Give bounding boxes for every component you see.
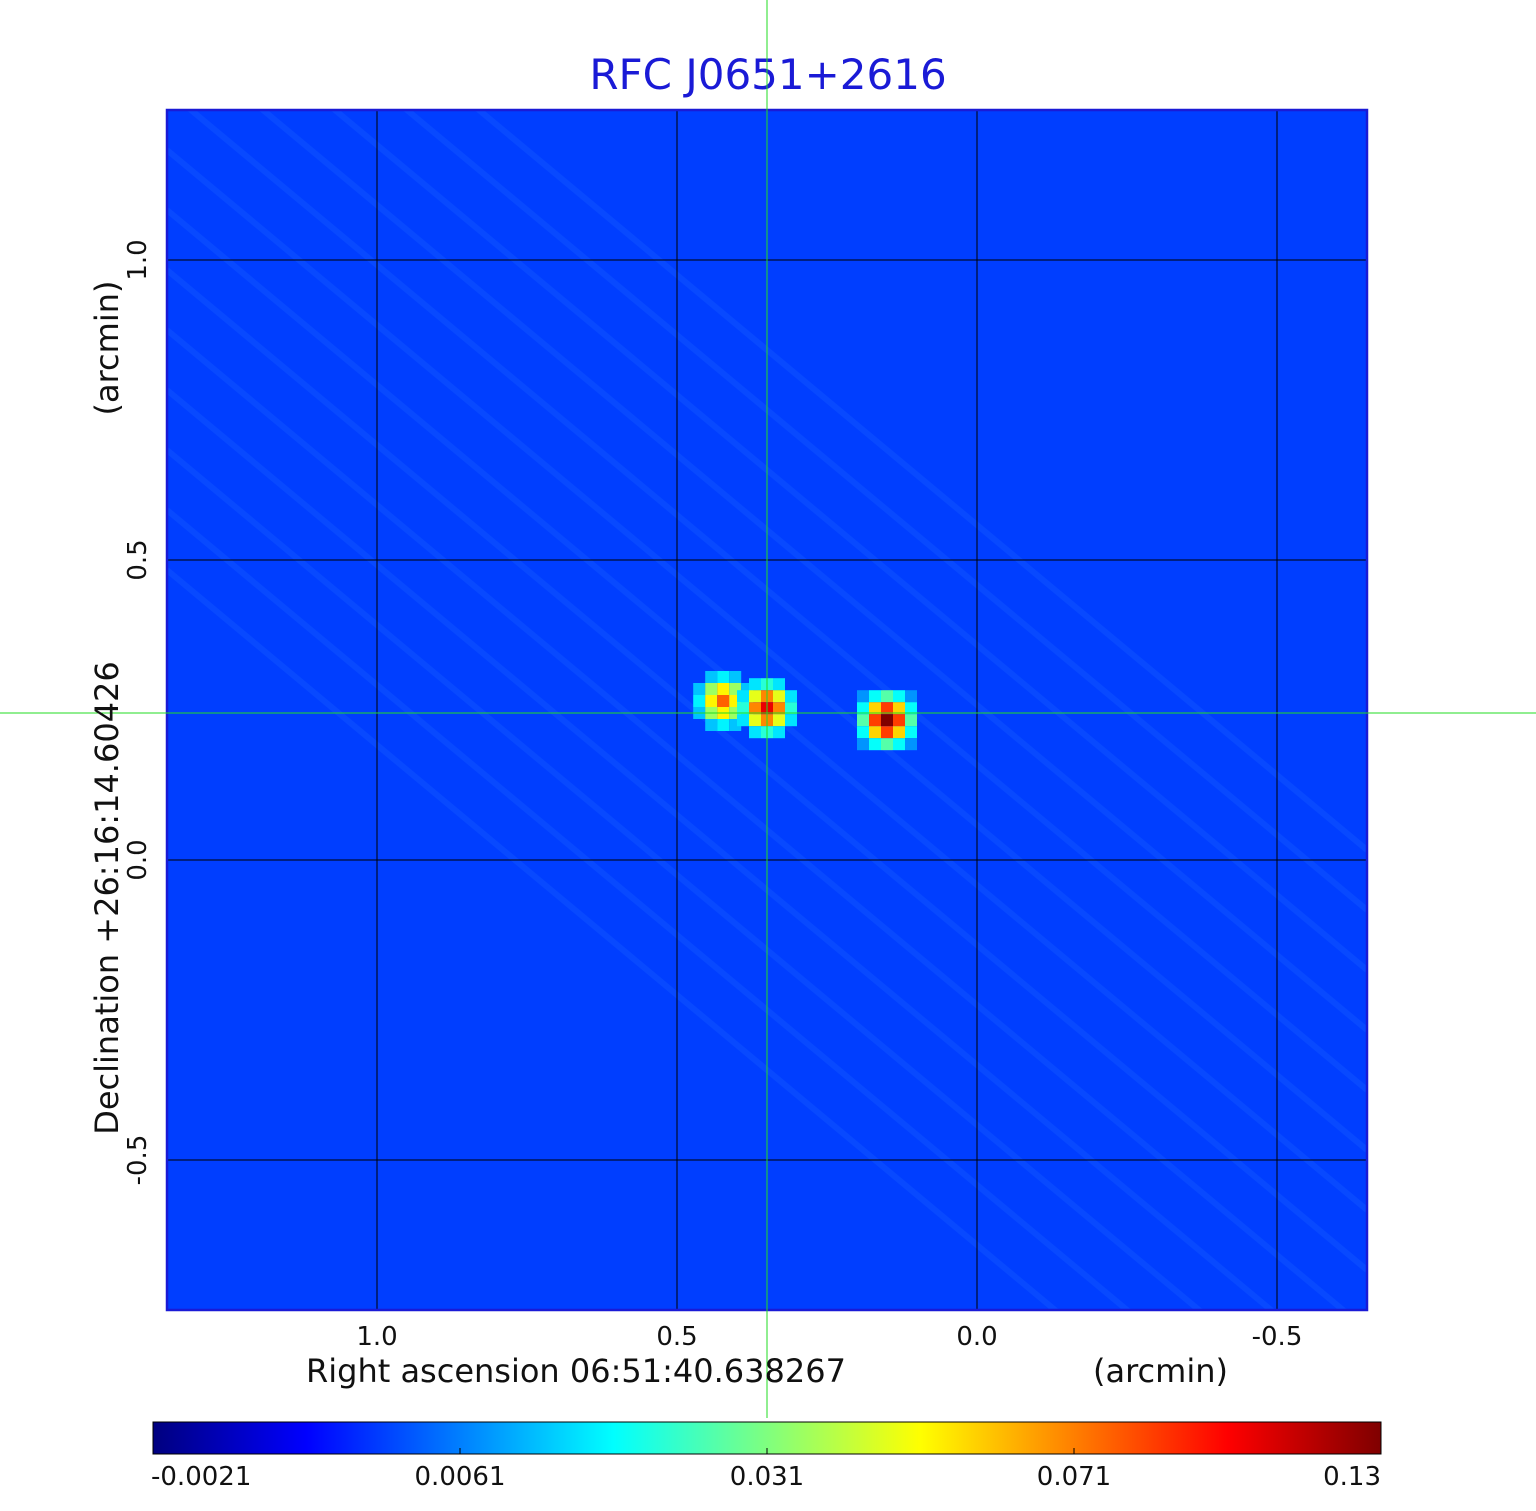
heat-pixel (893, 702, 905, 715)
heat-pixel (881, 690, 893, 703)
colorbar (152, 1421, 1382, 1455)
heat-pixel (705, 683, 718, 695)
heat-pixel (869, 714, 881, 727)
heat-pixel (893, 690, 905, 703)
heat-pixel (905, 726, 917, 739)
y-tick-label: 0.5 (123, 539, 153, 581)
heat-pixel (749, 678, 761, 691)
heat-pixel (857, 702, 869, 715)
heat-pixel (905, 714, 917, 727)
heat-pixel (857, 726, 869, 739)
y-axis-label: Declination +26:16:14.60426 (88, 661, 126, 1135)
heat-pixel (857, 690, 869, 703)
chart-title: RFC J0651+2616 (589, 50, 947, 99)
heat-pixel (893, 726, 905, 739)
colorbar-tick-label: 0.031 (729, 1462, 805, 1492)
heat-pixel (749, 726, 761, 739)
heat-pixel (881, 726, 893, 739)
heat-pixel (893, 714, 905, 727)
heat-pixel (693, 695, 706, 707)
heat-pixel (717, 683, 730, 695)
heat-pixel (773, 678, 785, 691)
heat-pixel (737, 714, 749, 727)
heat-pixel (905, 702, 917, 715)
x-tick-label: 0.5 (656, 1322, 698, 1352)
heat-pixel (785, 702, 797, 715)
x-axis-label: Right ascension 06:51:40.638267 (306, 1352, 846, 1390)
heat-pixel (905, 738, 917, 751)
heat-pixel (881, 714, 893, 727)
source-component-3 (857, 690, 917, 751)
colorbar-tick-label: 0.071 (1036, 1462, 1112, 1492)
heat-pixel (737, 690, 749, 703)
heat-pixel (749, 690, 761, 703)
heat-pixel (905, 690, 917, 703)
x-tick-label: -0.5 (1251, 1322, 1303, 1352)
heat-pixel (869, 738, 881, 751)
heat-pixel (869, 726, 881, 739)
heat-pixel (737, 702, 749, 715)
colorbar-tick-label: 0.0061 (414, 1462, 506, 1492)
heat-pixel (773, 690, 785, 703)
heat-pixel (705, 671, 718, 683)
x-tick-label: 0.0 (956, 1322, 998, 1352)
heat-pixel (785, 714, 797, 727)
heat-pixel (773, 702, 785, 715)
y-tick-label: 1.0 (123, 239, 153, 281)
heat-pixel (729, 671, 742, 683)
heat-pixel (717, 695, 730, 707)
y-tick-label: -0.5 (123, 1134, 153, 1186)
heat-pixel (693, 683, 706, 695)
heat-pixel (869, 702, 881, 715)
heat-pixel (705, 719, 718, 731)
heat-pixel (857, 714, 869, 727)
y-axis-unit: (arcmin) (88, 280, 126, 416)
heat-pixel (717, 719, 730, 731)
heat-pixel (785, 690, 797, 703)
heat-pixel (749, 702, 761, 715)
colorbar-tick-label: -0.0021 (151, 1462, 252, 1492)
crosshair (0, 0, 1536, 1418)
heat-pixel (869, 690, 881, 703)
source-component-2 (737, 678, 797, 739)
heat-pixel (881, 702, 893, 715)
heat-pixel (749, 714, 761, 727)
y-tick-label: 0.0 (123, 839, 153, 881)
heat-pixel (881, 738, 893, 751)
x-tick-label: 1.0 (356, 1322, 398, 1352)
colorbar-tick-label: 0.13 (1323, 1462, 1381, 1492)
heat-pixel (705, 695, 718, 707)
heat-pixel (717, 671, 730, 683)
heat-pixel (773, 726, 785, 739)
heat-pixel (773, 714, 785, 727)
heat-pixel (857, 738, 869, 751)
x-axis-unit: (arcmin) (1093, 1352, 1228, 1390)
heat-pixel (893, 738, 905, 751)
